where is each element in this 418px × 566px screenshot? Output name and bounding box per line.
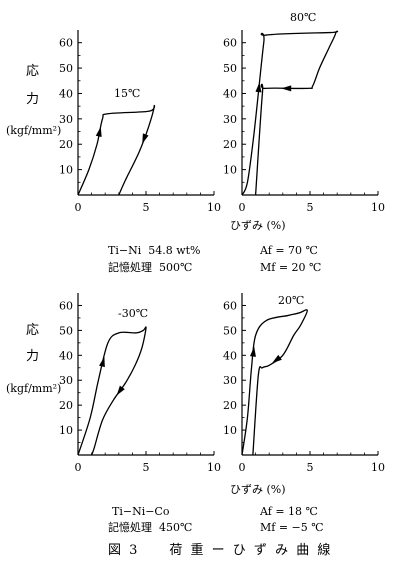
series-label-20c: 20℃ — [278, 294, 305, 307]
chart1-panel1-xtick-label-10: 10 — [207, 201, 221, 214]
chart1-panel1-curve-1 — [77, 104, 156, 196]
chart1-panel1-ytick-label-60: 60 — [59, 37, 73, 50]
chart2-panel2-ytick-label-40: 40 — [223, 349, 237, 362]
figure-caption: 図 3 荷 重 ー ひ ず み 曲 線 — [108, 543, 333, 558]
chart1-panel2-arrow-2 — [281, 85, 292, 92]
chart1-panel2-curve-2 — [241, 30, 339, 196]
chart2-panel1-ytick-label-60: 60 — [59, 299, 73, 312]
chart2-panel1-ytick-label-30: 30 — [59, 374, 73, 387]
chart2-panel1-ytick-label-10: 10 — [59, 424, 73, 437]
chart2-panel2-arrow-1 — [249, 346, 256, 357]
chart2-panel2-ytick-label-20: 20 — [223, 399, 237, 412]
xlabel-bottom: ひずみ (%) — [230, 483, 286, 496]
chart2-panel2-xtick-label-5: 5 — [307, 461, 314, 474]
chart1-panel2-xtick-label-5: 5 — [307, 201, 314, 214]
chart1-panel2-arrow-1 — [255, 82, 262, 93]
chart2-panel2-ytick-label-60: 60 — [223, 299, 237, 312]
series-label-15c: 15℃ — [114, 87, 141, 100]
chart2-panel1-arrow-1 — [99, 356, 105, 368]
note-treatment-bottom: 記憶処理 450℃ — [108, 521, 193, 534]
chart2-panel1-curve-1 — [77, 326, 147, 456]
note-alloy-top: Ti−Ni 54.8 wt% — [108, 244, 201, 257]
chart2-panel2-ytick-label-10: 10 — [223, 424, 237, 437]
chart2-panel1-ytick-label-40: 40 — [59, 349, 73, 362]
chart2-panel2-ytick-label-50: 50 — [223, 324, 237, 337]
chart2-panel2-arrow-2 — [271, 354, 282, 364]
chart1-panel2-ytick-label-40: 40 — [223, 87, 237, 100]
chart1-panel2-xtick-label-0: 0 — [239, 201, 246, 214]
chart2-panel1-xtick-label-0: 0 — [75, 461, 82, 474]
chart2-panel2-xtick-label-0: 0 — [239, 461, 246, 474]
chart1-panel1-xtick-label-5: 5 — [143, 201, 150, 214]
chart1-panel1-ytick-label-50: 50 — [59, 62, 73, 75]
chart2-panel2-curve-2 — [241, 309, 308, 456]
chart1-panel1-xtick-label-0: 0 — [75, 201, 82, 214]
chart1-panel1-arrow-1 — [95, 126, 102, 138]
chart1-panel1-ytick-label-40: 40 — [59, 87, 73, 100]
chart2-panel1-ytick-label-50: 50 — [59, 324, 73, 337]
ylabel-char-1-top: 応 — [26, 64, 40, 79]
ylabel-char-2-top: 力 — [26, 92, 40, 107]
chart1-panel2-ytick-label-10: 10 — [223, 164, 237, 177]
chart2-panel2-xtick-label-10: 10 — [371, 461, 385, 474]
note-mf-bottom: Mf = −5 ℃ — [260, 521, 324, 534]
chart2-panel2-ytick-label-30: 30 — [223, 374, 237, 387]
chart1-panel1-arrow-2 — [142, 133, 149, 144]
chart2-panel1-xtick-label-5: 5 — [143, 461, 150, 474]
chart1-panel1-ytick-label-20: 20 — [59, 138, 73, 151]
series-label-80c: 80℃ — [290, 11, 317, 24]
note-af-bottom: Af = 18 ℃ — [260, 505, 318, 518]
chart1-panel1-ytick-label-30: 30 — [59, 113, 73, 126]
chart2-panel1-arrow-2 — [116, 385, 125, 396]
xlabel-top: ひずみ (%) — [230, 219, 286, 232]
chart1-panel2-ytick-label-30: 30 — [223, 113, 237, 126]
note-alloy-bottom: Ti−Ni−Co — [112, 505, 170, 518]
ylabel-char-2-bottom: 力 — [26, 349, 40, 364]
chart2-panel1-xtick-label-10: 10 — [207, 461, 221, 474]
note-mf-top: Mf = 20 ℃ — [260, 261, 322, 274]
chart2-panel1-ytick-label-20: 20 — [59, 399, 73, 412]
chart1-panel1-ytick-label-10: 10 — [59, 164, 73, 177]
ylabel-char-1-bottom: 応 — [26, 323, 40, 338]
chart1-panel2-ytick-label-20: 20 — [223, 138, 237, 151]
chart1-panel2-ytick-label-60: 60 — [223, 37, 237, 50]
series-label-minus30c: -30℃ — [118, 307, 149, 320]
yunit-bottom: (kgf/mm²) — [6, 382, 62, 395]
chart1-panel2-ytick-label-50: 50 — [223, 62, 237, 75]
note-af-top: Af = 70 ℃ — [260, 244, 318, 257]
yunit-top: (kgf/mm²) — [6, 124, 62, 137]
note-treatment-top: 記憶処理 500℃ — [108, 261, 193, 274]
chart1-panel2-xtick-label-10: 10 — [371, 201, 385, 214]
